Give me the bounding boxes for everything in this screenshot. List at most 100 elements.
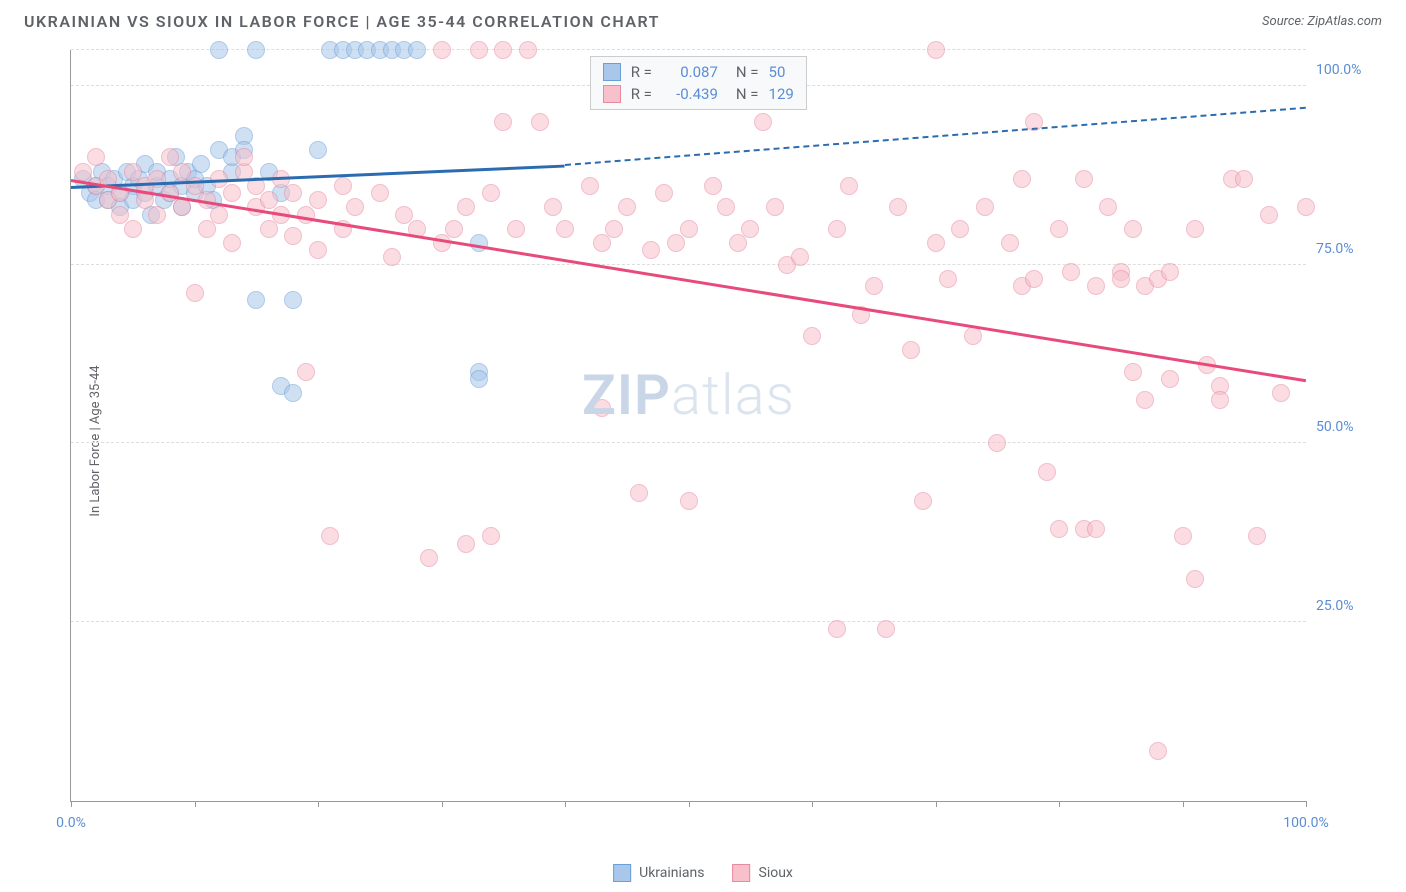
scatter-point (297, 363, 315, 381)
scatter-point (680, 492, 698, 510)
scatter-point (1211, 391, 1229, 409)
stats-row: R =0.087N =50 (603, 61, 794, 83)
scatter-point (988, 434, 1006, 452)
scatter-point (148, 206, 166, 224)
y-tick-label: 25.0% (1316, 598, 1376, 614)
scatter-point (1124, 363, 1142, 381)
scatter-point (198, 220, 216, 238)
chart-legend: UkrainiansSioux (613, 864, 793, 882)
scatter-point (223, 234, 241, 252)
scatter-point (717, 198, 735, 216)
scatter-point (210, 41, 228, 59)
stats-r-label: R = (631, 63, 652, 81)
x-tick-label: 100.0% (1283, 815, 1328, 831)
scatter-point (877, 620, 895, 638)
x-tick (689, 801, 690, 807)
scatter-point (210, 206, 228, 224)
scatter-point (1136, 391, 1154, 409)
scatter-point (284, 227, 302, 245)
scatter-point (433, 41, 451, 59)
scatter-point (346, 198, 364, 216)
scatter-point (1087, 277, 1105, 295)
scatter-point (840, 177, 858, 195)
series-swatch (603, 63, 621, 81)
plot-region: ZIPatlas R =0.087N =50R =-0.439N =129 25… (70, 50, 1306, 802)
scatter-point (1297, 198, 1315, 216)
scatter-point (741, 220, 759, 238)
scatter-point (247, 291, 265, 309)
scatter-point (556, 220, 574, 238)
stats-r-value: 0.087 (662, 63, 718, 81)
scatter-point (494, 41, 512, 59)
scatter-point (902, 341, 920, 359)
scatter-point (284, 384, 302, 402)
scatter-point (1161, 263, 1179, 281)
scatter-point (247, 41, 265, 59)
chart-area: In Labor Force | Age 35-44 ZIPatlas R =0… (50, 50, 1386, 832)
gridline-h (71, 442, 1306, 443)
scatter-point (1062, 263, 1080, 281)
legend-swatch (733, 864, 751, 882)
y-tick-label: 100.0% (1316, 62, 1376, 78)
legend-label: Sioux (759, 865, 793, 881)
scatter-point (964, 327, 982, 345)
scatter-point (680, 220, 698, 238)
scatter-point (482, 527, 500, 545)
gridline-h (71, 621, 1306, 622)
legend-swatch (613, 864, 631, 882)
scatter-point (223, 184, 241, 202)
scatter-point (927, 234, 945, 252)
scatter-point (1161, 370, 1179, 388)
series-swatch (603, 85, 621, 103)
scatter-point (1260, 206, 1278, 224)
scatter-point (1075, 170, 1093, 188)
scatter-point (803, 327, 821, 345)
x-tick (442, 801, 443, 807)
scatter-point (260, 220, 278, 238)
scatter-point (124, 220, 142, 238)
scatter-point (470, 41, 488, 59)
scatter-point (309, 191, 327, 209)
scatter-point (1050, 520, 1068, 538)
scatter-point (1272, 384, 1290, 402)
scatter-point (87, 148, 105, 166)
scatter-point (754, 113, 772, 131)
scatter-point (704, 177, 722, 195)
scatter-point (828, 220, 846, 238)
scatter-point (766, 198, 784, 216)
scatter-point (865, 277, 883, 295)
scatter-point (186, 284, 204, 302)
stats-r-label: R = (631, 85, 652, 103)
scatter-point (309, 241, 327, 259)
scatter-point (667, 234, 685, 252)
scatter-point (321, 527, 339, 545)
scatter-point (1087, 520, 1105, 538)
scatter-point (371, 184, 389, 202)
scatter-point (593, 399, 611, 417)
scatter-point (507, 220, 525, 238)
scatter-point (605, 220, 623, 238)
scatter-point (828, 620, 846, 638)
scatter-point (951, 220, 969, 238)
scatter-point (445, 220, 463, 238)
stats-n-value: 129 (769, 85, 794, 103)
scatter-point (519, 41, 537, 59)
scatter-point (889, 198, 907, 216)
stats-row: R =-0.439N =129 (603, 83, 794, 105)
scatter-point (1099, 198, 1117, 216)
scatter-point (1174, 527, 1192, 545)
chart-title: UKRAINIAN VS SIOUX IN LABOR FORCE | AGE … (24, 12, 660, 31)
scatter-point (939, 270, 957, 288)
scatter-point (192, 155, 210, 173)
scatter-point (976, 198, 994, 216)
scatter-point (1186, 220, 1204, 238)
scatter-point (618, 198, 636, 216)
scatter-point (1186, 570, 1204, 588)
scatter-point (914, 492, 932, 510)
scatter-point (1038, 463, 1056, 481)
x-tick (1183, 801, 1184, 807)
x-tick (195, 801, 196, 807)
scatter-point (630, 484, 648, 502)
scatter-point (235, 148, 253, 166)
stats-n-value: 50 (769, 63, 786, 81)
